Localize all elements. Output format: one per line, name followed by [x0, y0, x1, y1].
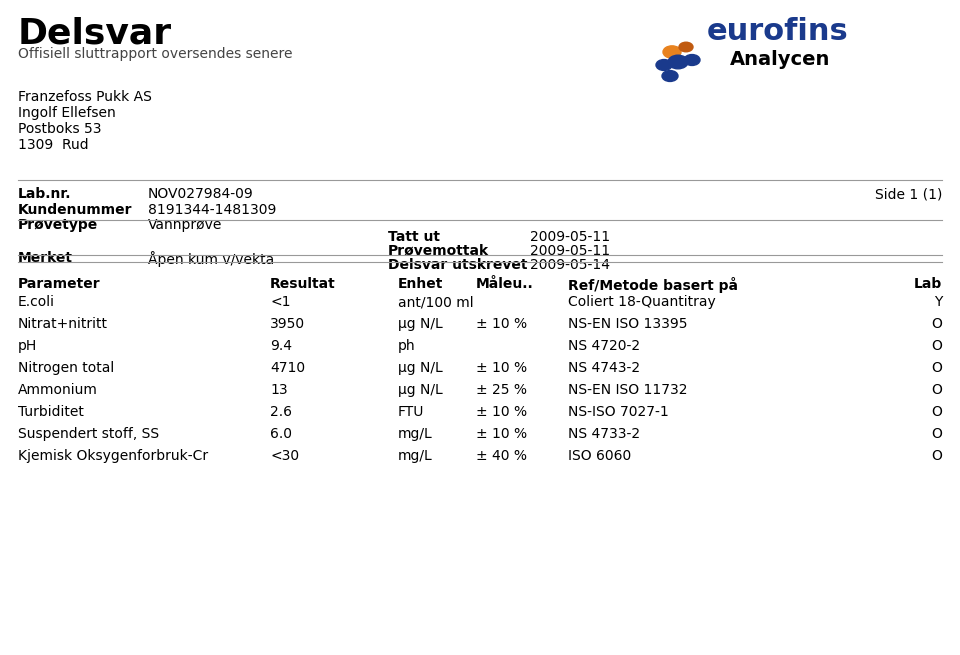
Text: Turbiditet: Turbiditet	[18, 405, 84, 419]
Text: 1309  Rud: 1309 Rud	[18, 138, 88, 152]
Text: Nitrat+nitritt: Nitrat+nitritt	[18, 317, 108, 331]
Text: Resultat: Resultat	[270, 277, 336, 291]
Text: E.coli: E.coli	[18, 295, 55, 309]
Text: Ref/Metode basert på: Ref/Metode basert på	[568, 277, 738, 293]
Text: O: O	[931, 449, 942, 463]
Text: Delsvar: Delsvar	[18, 17, 172, 51]
Text: eurofins: eurofins	[707, 17, 849, 46]
Text: O: O	[931, 383, 942, 397]
Text: ISO 6060: ISO 6060	[568, 449, 632, 463]
Text: Parameter: Parameter	[18, 277, 101, 291]
Text: NS-EN ISO 11732: NS-EN ISO 11732	[568, 383, 687, 397]
Text: Kjemisk Oksygenforbruk-Cr: Kjemisk Oksygenforbruk-Cr	[18, 449, 208, 463]
Text: Nitrogen total: Nitrogen total	[18, 361, 114, 375]
Text: Prøvemottak: Prøvemottak	[388, 244, 490, 258]
Text: Coliert 18-Quantitray: Coliert 18-Quantitray	[568, 295, 716, 309]
Text: Merket: Merket	[18, 251, 73, 265]
Text: 2009-05-11: 2009-05-11	[530, 230, 611, 244]
Text: NOV027984-09: NOV027984-09	[148, 187, 253, 201]
Text: <1: <1	[270, 295, 291, 309]
Text: O: O	[931, 317, 942, 331]
Text: 2.6: 2.6	[270, 405, 292, 419]
Text: Åpen kum v/vekta: Åpen kum v/vekta	[148, 251, 275, 267]
Text: NS 4720-2: NS 4720-2	[568, 339, 640, 353]
Text: ± 40 %: ± 40 %	[476, 449, 527, 463]
Text: FTU: FTU	[398, 405, 424, 419]
Text: Delsvar utskrevet: Delsvar utskrevet	[388, 258, 527, 272]
Text: µg N/L: µg N/L	[398, 361, 443, 375]
Text: ± 10 %: ± 10 %	[476, 361, 527, 375]
Text: O: O	[931, 405, 942, 419]
Text: 3950: 3950	[270, 317, 305, 331]
Text: Analycen: Analycen	[730, 50, 830, 69]
Text: Lab: Lab	[914, 277, 942, 291]
Text: µg N/L: µg N/L	[398, 317, 443, 331]
Text: mg/L: mg/L	[398, 427, 433, 441]
Text: Prøvetype: Prøvetype	[18, 218, 98, 232]
Text: O: O	[931, 339, 942, 353]
Text: Y: Y	[934, 295, 942, 309]
Text: pH: pH	[18, 339, 37, 353]
Text: Måleu..: Måleu..	[476, 277, 534, 291]
Text: Ammonium: Ammonium	[18, 383, 98, 397]
Text: 8191344-1481309: 8191344-1481309	[148, 203, 276, 217]
Text: Kundenummer: Kundenummer	[18, 203, 132, 217]
Text: 2009-05-11: 2009-05-11	[530, 244, 611, 258]
Text: O: O	[931, 427, 942, 441]
Text: ± 10 %: ± 10 %	[476, 427, 527, 441]
Text: NS-EN ISO 13395: NS-EN ISO 13395	[568, 317, 687, 331]
Text: NS 4733-2: NS 4733-2	[568, 427, 640, 441]
Text: ± 10 %: ± 10 %	[476, 405, 527, 419]
Text: ph: ph	[398, 339, 416, 353]
Text: Enhet: Enhet	[398, 277, 444, 291]
Text: 9.4: 9.4	[270, 339, 292, 353]
Text: Vannprøve: Vannprøve	[148, 218, 223, 232]
Text: Postboks 53: Postboks 53	[18, 122, 102, 136]
Text: 4710: 4710	[270, 361, 305, 375]
Text: µg N/L: µg N/L	[398, 383, 443, 397]
Text: Side 1 (1): Side 1 (1)	[875, 187, 942, 201]
Text: O: O	[931, 361, 942, 375]
Text: Offisiell sluttrapport oversendes senere: Offisiell sluttrapport oversendes senere	[18, 47, 293, 61]
Text: Ingolf Ellefsen: Ingolf Ellefsen	[18, 106, 116, 120]
Text: <30: <30	[270, 449, 300, 463]
Text: Tatt ut: Tatt ut	[388, 230, 440, 244]
Text: Lab.nr.: Lab.nr.	[18, 187, 71, 201]
Text: 2009-05-14: 2009-05-14	[530, 258, 610, 272]
Text: NS 4743-2: NS 4743-2	[568, 361, 640, 375]
Text: Franzefoss Pukk AS: Franzefoss Pukk AS	[18, 90, 152, 104]
Text: ± 25 %: ± 25 %	[476, 383, 527, 397]
Text: ± 10 %: ± 10 %	[476, 317, 527, 331]
Text: 6.0: 6.0	[270, 427, 292, 441]
Text: 13: 13	[270, 383, 288, 397]
Text: ant/100 ml: ant/100 ml	[398, 295, 473, 309]
Text: NS-ISO 7027-1: NS-ISO 7027-1	[568, 405, 669, 419]
Text: mg/L: mg/L	[398, 449, 433, 463]
Text: Suspendert stoff, SS: Suspendert stoff, SS	[18, 427, 159, 441]
